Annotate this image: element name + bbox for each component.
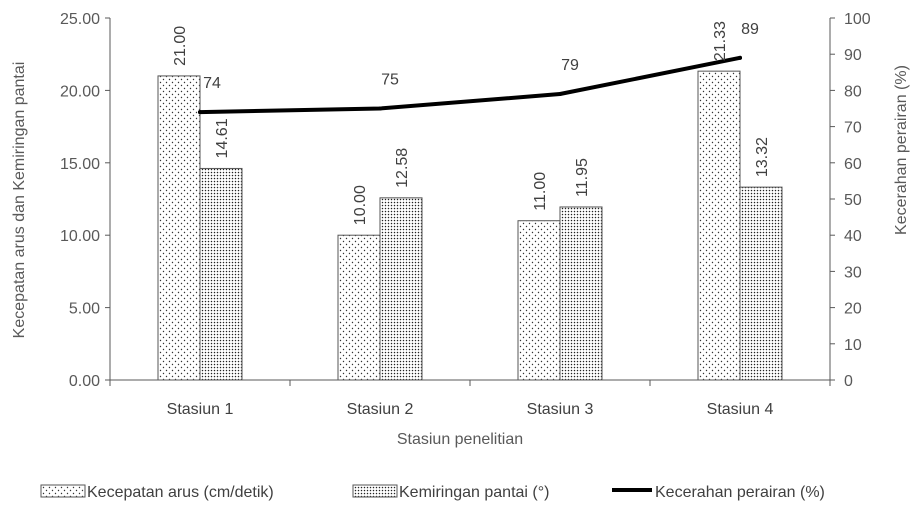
legend-label-kecerahan-perairan: Kecerahan perairan (%): [655, 484, 825, 501]
bar-label-2-2: 12.58: [394, 148, 411, 188]
bar-label-1-3: 11.00: [532, 172, 549, 211]
line-layer: [198, 55, 742, 115]
line-label-1: 74: [203, 75, 221, 92]
legend-swatch-kemiringan-pantai: [352, 484, 398, 498]
legend-label-kecepatan-arus: Kecepatan arus (cm/detik): [87, 484, 274, 501]
bar-1-3: [517, 220, 561, 381]
bar-label-1-4: 21.33: [712, 21, 729, 61]
y-right-tick-label: 40: [844, 228, 862, 245]
x-tick-label: Stasiun 4: [707, 401, 774, 418]
bar-1-4: [697, 70, 741, 381]
y-right-tick-label: 100: [844, 11, 871, 28]
line-label-3: 79: [561, 57, 579, 74]
y-left-tick-label: 0.00: [69, 373, 100, 390]
line-point-3: [558, 92, 562, 97]
bar-label-1-2: 10.00: [352, 185, 369, 225]
line-point-1: [198, 110, 202, 115]
bar-label-2-3: 11.95: [574, 158, 591, 197]
y-left-tick-label: 15.00: [60, 156, 100, 173]
y-left-tick-label: 25.00: [60, 11, 100, 28]
bar-2-2: [379, 197, 423, 381]
line-label-4: 89: [741, 21, 759, 38]
bar-2-4: [739, 186, 783, 381]
y-right-tick-label: 20: [844, 301, 862, 318]
y-right-tick-label: 80: [844, 83, 862, 100]
bar-label-1-1: 21.00: [172, 26, 189, 66]
bar-2-1: [199, 167, 243, 381]
y-right-axis-title: Kecerahan perairan (%): [893, 65, 910, 235]
bar-label-2-4: 13.32: [754, 137, 771, 177]
x-axis-title: Stasiun penelitian: [397, 431, 523, 448]
y-left-tick-label: 10.00: [60, 228, 100, 245]
legend: Kecepatan arus (cm/detik) Kemiringan pan…: [40, 484, 825, 501]
line-point-4: [738, 55, 742, 60]
line-label-2: 75: [381, 72, 399, 89]
bar-1-2: [337, 234, 381, 381]
y-right-tick-label: 70: [844, 120, 862, 137]
line-series: [198, 55, 742, 115]
bar-2-3: [559, 206, 603, 381]
bars-layer: [157, 70, 783, 381]
y-right-tick-label: 0: [844, 373, 853, 390]
y-right-tick-label: 50: [844, 192, 862, 209]
y-left-tick-label: 20.00: [60, 83, 100, 100]
y-right-tick-label: 30: [844, 264, 862, 281]
bar-label-2-1: 14.61: [214, 118, 231, 158]
y-right-tick-label: 60: [844, 156, 862, 173]
labels-layer: 21.00 14.61 10.00 12.58 11.00 11.95 21.33 13.32…: [172, 21, 771, 225]
legend-label-kemiringan-pantai: Kemiringan pantai (°): [399, 484, 549, 501]
y-right-tick-label: 10: [844, 337, 862, 354]
bar-1-1: [157, 75, 201, 381]
legend-swatch-kecepatan-arus: [40, 484, 86, 498]
y-right-tick-label: 90: [844, 47, 862, 64]
x-tick-label: Stasiun 1: [167, 401, 234, 418]
x-tick-label: Stasiun 3: [527, 401, 594, 418]
y-left-tick-label: 5.00: [69, 301, 100, 318]
line-point-2: [378, 106, 382, 111]
x-tick-label: Stasiun 2: [347, 401, 414, 418]
y-left-axis-title: Kecepatan arus dan Kemiringan pantai: [11, 62, 28, 339]
axes-layer: 0.00 5.00 10.00 15.00 20.00 25.00 0 10 20 30 40 50 6…: [60, 11, 871, 418]
